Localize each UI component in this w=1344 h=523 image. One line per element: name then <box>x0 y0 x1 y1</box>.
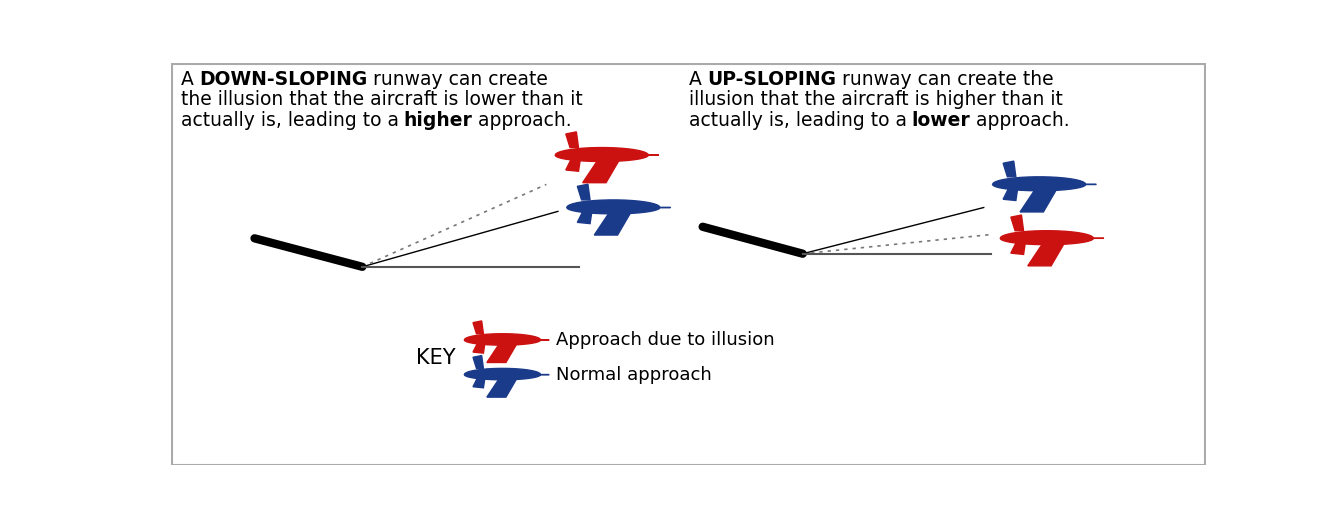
Polygon shape <box>555 147 659 162</box>
Polygon shape <box>1003 161 1016 177</box>
Polygon shape <box>473 356 484 368</box>
Polygon shape <box>473 377 485 388</box>
Text: Approach due to illusion: Approach due to illusion <box>556 331 775 349</box>
Text: runway can create: runway can create <box>367 71 547 89</box>
Polygon shape <box>594 210 633 235</box>
Polygon shape <box>583 157 621 183</box>
Polygon shape <box>473 321 484 334</box>
Text: runway can create the: runway can create the <box>836 71 1054 89</box>
Text: A: A <box>688 71 708 89</box>
Polygon shape <box>1003 187 1017 200</box>
Text: Normal approach: Normal approach <box>556 366 712 383</box>
Polygon shape <box>578 210 593 224</box>
Polygon shape <box>487 342 517 362</box>
Polygon shape <box>1011 241 1025 254</box>
Polygon shape <box>566 132 578 147</box>
Polygon shape <box>1028 241 1066 266</box>
Polygon shape <box>566 157 581 171</box>
Polygon shape <box>578 184 590 200</box>
Polygon shape <box>1000 231 1103 245</box>
Text: approach.: approach. <box>472 110 571 130</box>
Text: A: A <box>180 71 199 89</box>
Polygon shape <box>473 342 485 353</box>
Text: actually is, leading to a: actually is, leading to a <box>180 110 405 130</box>
Text: the illusion that the aircraft is lower than it: the illusion that the aircraft is lower … <box>180 90 582 109</box>
Text: lower: lower <box>911 110 970 130</box>
Polygon shape <box>993 177 1097 191</box>
Text: approach.: approach. <box>970 110 1070 130</box>
Text: illusion that the aircraft is higher than it: illusion that the aircraft is higher tha… <box>688 90 1063 109</box>
Polygon shape <box>1020 187 1058 212</box>
Text: higher: higher <box>403 110 472 130</box>
Polygon shape <box>464 368 550 380</box>
Text: DOWN-SLOPING: DOWN-SLOPING <box>199 71 368 89</box>
Polygon shape <box>487 377 517 397</box>
Polygon shape <box>567 200 671 214</box>
Text: UP-SLOPING: UP-SLOPING <box>707 71 836 89</box>
Text: actually is, leading to a: actually is, leading to a <box>688 110 913 130</box>
Polygon shape <box>464 334 550 345</box>
Text: KEY: KEY <box>417 348 456 368</box>
Polygon shape <box>1011 215 1024 231</box>
